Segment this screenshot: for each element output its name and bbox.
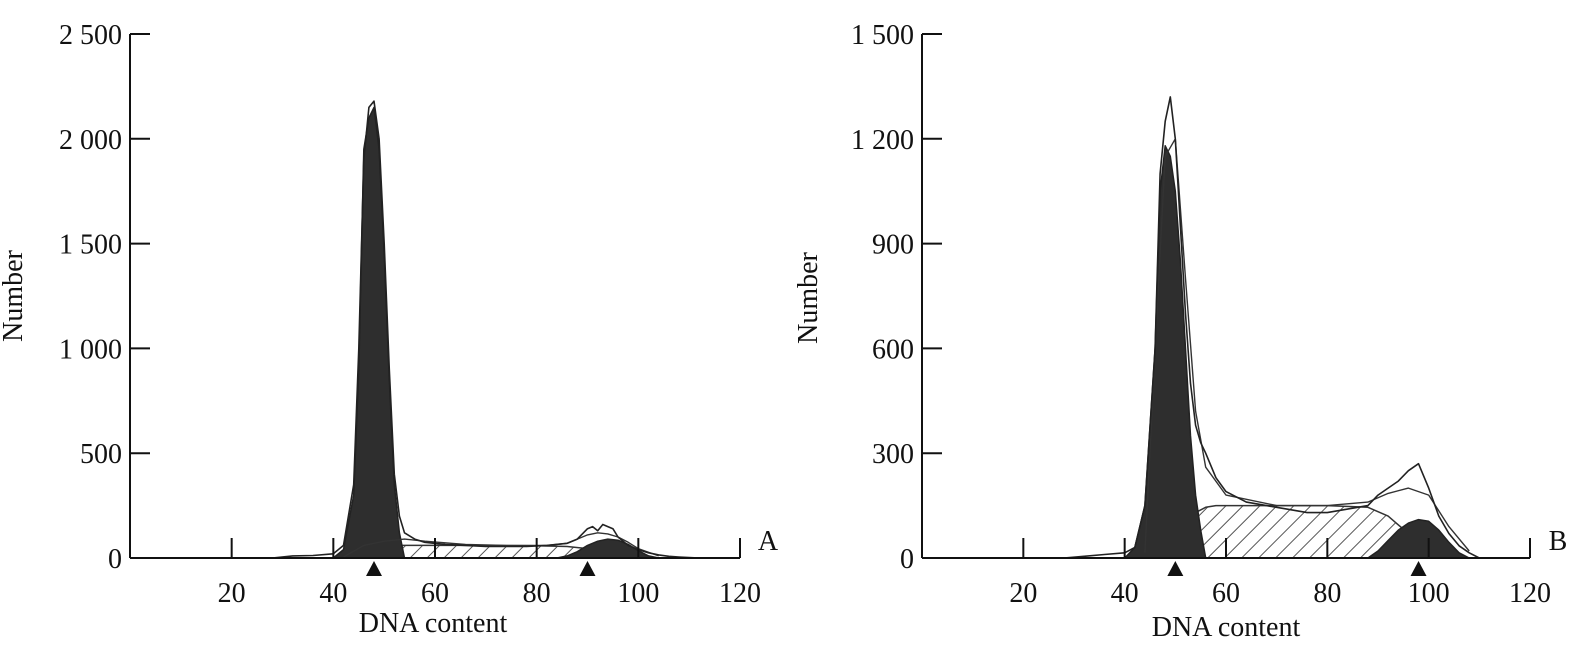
panel-a-lines — [272, 100, 700, 559]
panel-b-y-tick-label: 300 — [872, 439, 914, 470]
panel-b-y-tick-label: 0 — [900, 544, 914, 575]
panel-a-x-tick-label: 100 — [617, 578, 659, 609]
panel-a-y-tick-label: 1 500 — [59, 230, 122, 261]
panel-a: 0 500 1 000 1 500 2 000 2 500 20 40 60 80 100 120 D… — [0, 20, 779, 639]
panel-b-x-tick-label: 100 — [1408, 578, 1450, 609]
panel-b-y-tick-label: 1 500 — [851, 20, 914, 51]
panel-b-y-tick-label: 600 — [872, 334, 914, 365]
panel-b-y-tick-label: 1 200 — [851, 125, 914, 156]
panel-a-x-tick-label: 40 — [319, 578, 347, 609]
panel-a-y-axis-label: Number — [0, 249, 29, 341]
panel-b-peak-markers — [1167, 561, 1427, 576]
panel-a-g2-peak-area — [556, 538, 660, 559]
panel-b-histogram-line — [1063, 96, 1480, 559]
panel-b-g1-peak-area — [1123, 145, 1207, 559]
panel-a-g1-peak-area — [332, 106, 406, 559]
panel-a-fills — [332, 106, 660, 559]
panel-b: 0 300 600 900 1 200 1 500 20 40 60 80 100 120 DNA c… — [793, 20, 1567, 643]
panel-a-y-tick-label: 1 000 — [59, 334, 122, 365]
panel-b-letter: B — [1549, 526, 1568, 557]
panel-b-y-tick-label: 900 — [872, 230, 914, 261]
panel-b-x-axis-label: DNA content — [1152, 612, 1301, 643]
panel-a-peak-marker-icon — [366, 561, 382, 576]
panel-a-peak-markers — [366, 561, 596, 576]
panel-b-x-tick-label: 80 — [1313, 578, 1341, 609]
panel-b-fills — [1123, 145, 1470, 559]
panel-b-x-tick-label: 40 — [1111, 578, 1139, 609]
panel-a-x-tick-label: 20 — [218, 578, 246, 609]
panel-b-peak-marker-icon — [1410, 561, 1427, 576]
panel-a-letter: A — [758, 526, 779, 557]
panel-b-g2-peak-area — [1367, 518, 1470, 559]
panel-a-x-axis-label: DNA content — [359, 608, 508, 639]
panel-a-y-tick-label: 2 000 — [59, 125, 122, 156]
panel-a-x-tick-label: 120 — [719, 578, 761, 609]
panel-b-axes: 0 300 600 900 1 200 1 500 20 40 60 80 100 120 — [851, 20, 1551, 609]
panel-a-x-tick-label: 80 — [523, 578, 551, 609]
panel-b-x-tick-label: 20 — [1009, 578, 1037, 609]
panel-a-y-tick-label: 500 — [80, 439, 122, 470]
panel-a-x-tick-label: 60 — [421, 578, 449, 609]
panel-a-axes: 0 500 1 000 1 500 2 000 2 500 20 40 60 80 100 120 — [59, 20, 761, 609]
panel-a-peak-marker-icon — [579, 561, 596, 576]
panel-b-y-axis-label: Number — [793, 251, 824, 343]
panel-b-peak-marker-icon — [1167, 561, 1184, 576]
panel-b-x-tick-label: 120 — [1509, 578, 1551, 609]
panel-b-fit-envelope-line — [1144, 138, 1470, 553]
panel-a-y-tick-label: 0 — [108, 544, 122, 575]
panel-b-x-tick-label: 60 — [1212, 578, 1240, 609]
panel-b-lines — [1063, 96, 1480, 559]
panel-a-y-tick-label: 2 500 — [59, 20, 122, 51]
panel-a-histogram-line — [272, 100, 700, 559]
